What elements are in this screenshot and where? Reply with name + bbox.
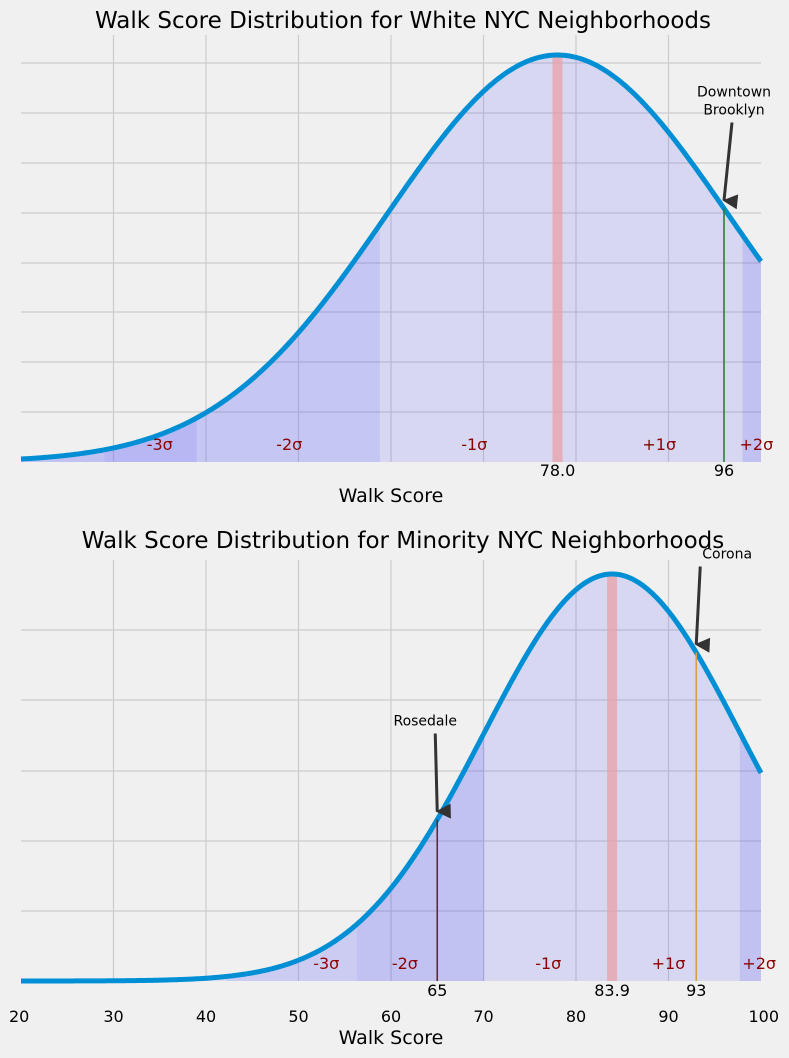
marker-value-label: 96	[714, 461, 734, 480]
x-tick-label: 20	[9, 1007, 29, 1026]
sigma-label: -1σ	[461, 435, 487, 454]
distribution-curve	[20, 52, 764, 462]
mean-value-label: 83.9	[594, 981, 630, 1000]
x-tick-label: 70	[473, 1007, 493, 1026]
sigma-band	[742, 235, 761, 462]
x-tick-label: 50	[288, 1007, 308, 1026]
grid	[21, 35, 761, 462]
sigma-band	[196, 224, 380, 462]
annotation-label: Corona	[702, 547, 752, 563]
sigma-band	[739, 732, 761, 981]
annotation-label: Rosedale	[393, 714, 457, 730]
sigma-label: -1σ	[535, 954, 561, 973]
x-tick-label: 30	[103, 1007, 123, 1026]
sigma-label: +1σ	[642, 435, 676, 454]
sigma-label: -3σ	[147, 435, 173, 454]
x-tick-label: 90	[658, 1007, 678, 1026]
x-tick-label: 40	[196, 1007, 216, 1026]
sigma-label: +2σ	[742, 954, 776, 973]
x-tick-label: 60	[381, 1007, 401, 1026]
x-tick-label: 100	[748, 1007, 779, 1026]
chart-minority-neighborhoods: Rosedale 65 Corona 93 -3σ -2σ -1σ +1σ +2σ 83.9 20 3…	[9, 528, 779, 1049]
x-axis-label: Walk Score	[339, 1027, 444, 1049]
annotation-arrow	[433, 733, 451, 819]
sigma-label: -3σ	[313, 954, 339, 973]
chart-white-neighborhoods: Downtown Brooklyn 96 -3σ -2σ -1σ +1σ +2σ 78.0 Wal…	[20, 8, 774, 507]
sigma-label: +2σ	[740, 435, 774, 454]
distribution-curve	[20, 571, 764, 984]
chart-title: Walk Score Distribution for White NYC Ne…	[95, 8, 711, 34]
marker-value-label: 65	[427, 981, 447, 1000]
marker-value-label: 93	[686, 981, 706, 1000]
x-axis-label: Walk Score	[339, 485, 444, 507]
sigma-band	[379, 55, 724, 462]
annotation-arrow	[694, 566, 711, 653]
sigma-band	[226, 924, 357, 981]
sigma-band	[724, 208, 743, 462]
chart-title: Walk Score Distribution for Minority NYC…	[82, 528, 725, 554]
annotation-arrow	[722, 122, 739, 210]
sigma-label: -2σ	[276, 435, 302, 454]
annotation-label: Downtown	[697, 84, 771, 100]
annotation-label: Brooklyn	[703, 102, 764, 118]
sigma-label: +1σ	[652, 954, 686, 973]
grid	[21, 560, 761, 981]
x-tick-label: 80	[566, 1007, 586, 1026]
mean-value-label: 78.0	[540, 461, 576, 480]
sigma-label: -2σ	[392, 954, 418, 973]
